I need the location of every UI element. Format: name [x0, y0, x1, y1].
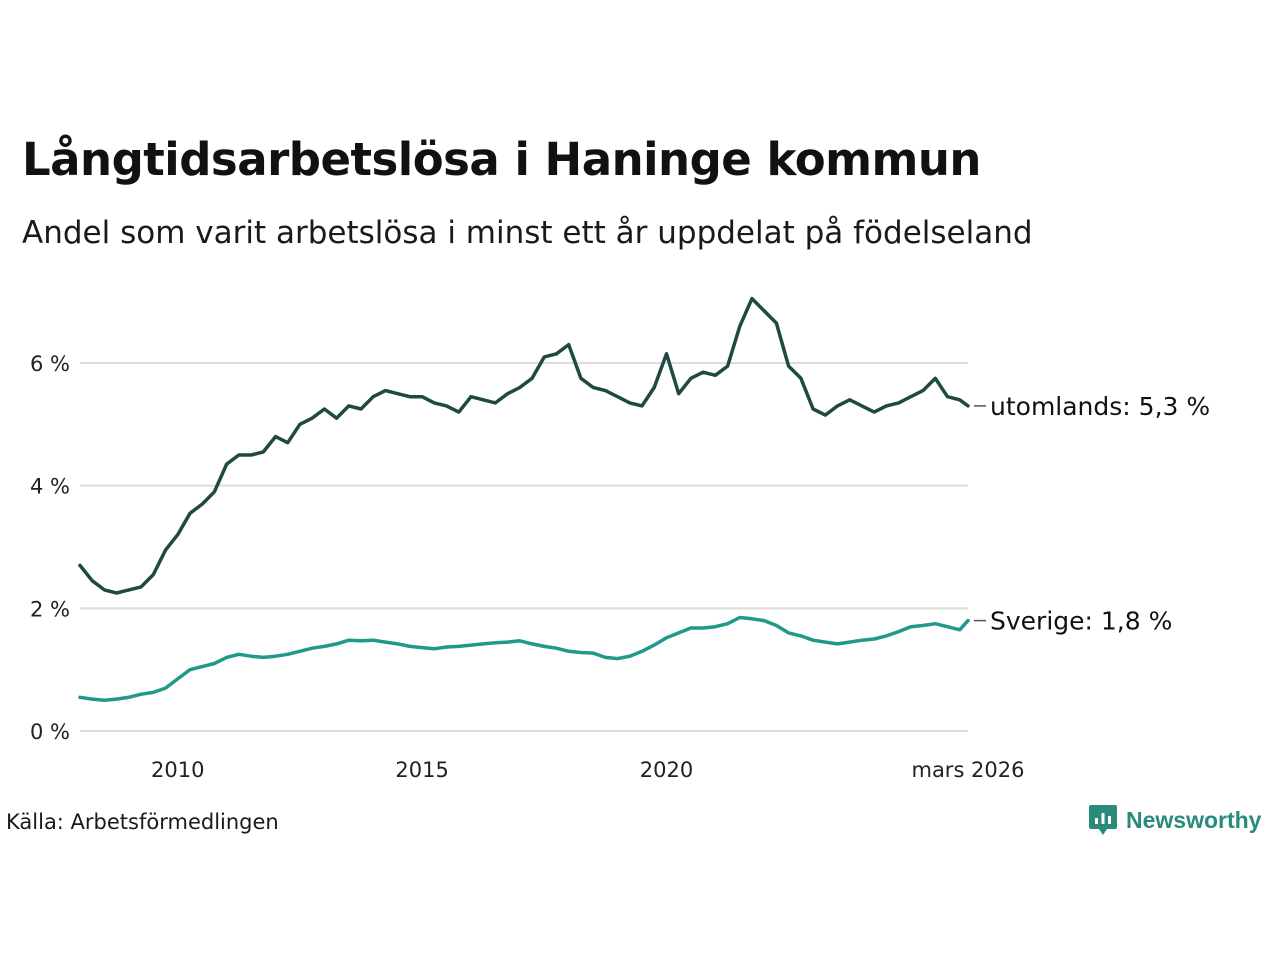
end-label-sverige: Sverige: 1,8 %	[990, 607, 1172, 636]
newsworthy-logo-icon	[1089, 805, 1117, 835]
x-tick-label: 2020	[640, 758, 693, 782]
x-tick-label: 2010	[151, 758, 204, 782]
brand-name: Newsworthy	[1126, 806, 1262, 833]
x-tick-label: 2015	[395, 758, 448, 782]
source-note: Källa: Arbetsförmedlingen	[6, 810, 279, 834]
series-end-labels: utomlands: 5,3 % Sverige: 1,8 %	[974, 392, 1210, 636]
y-tick-label: 2 %	[30, 597, 70, 621]
series-lines	[78, 296, 970, 703]
x-tick-label: mars 2026	[911, 758, 1024, 782]
y-tick-label: 0 %	[30, 720, 70, 744]
gridlines	[80, 362, 968, 732]
brand-logo: Newsworthy	[1088, 803, 1261, 837]
y-tick-label: 4 %	[30, 475, 70, 499]
chart-title: Långtidsarbetslösa i Haninge kommun	[22, 133, 981, 186]
series-line-utomlands	[78, 296, 970, 595]
y-tick-label: 6 %	[30, 352, 70, 376]
x-axis-ticks: 2010 2015 2020 mars 2026	[151, 758, 1024, 782]
chart-subtitle: Andel som varit arbetslösa i minst ett å…	[22, 215, 1033, 251]
series-line-sverige	[78, 615, 970, 703]
end-label-utomlands: utomlands: 5,3 %	[990, 392, 1210, 421]
y-axis-ticks: 0 % 2 % 4 % 6 %	[30, 352, 70, 744]
